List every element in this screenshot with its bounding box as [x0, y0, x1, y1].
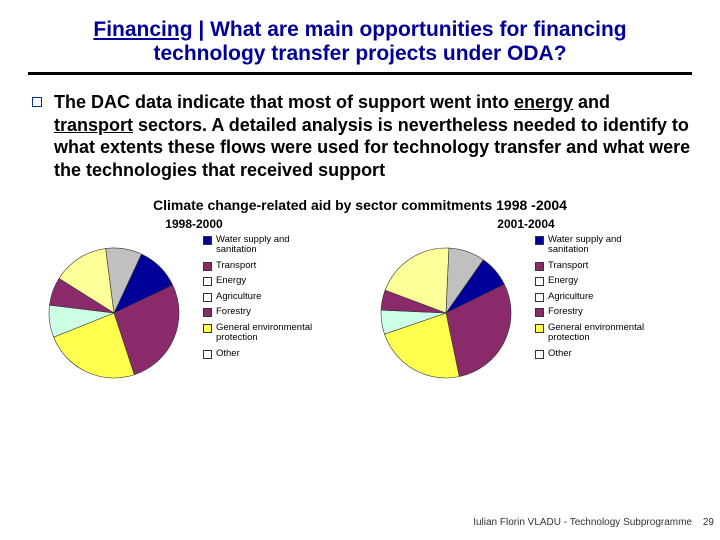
legend-label: Energy	[216, 276, 246, 286]
legend-1: Water supply and sanitation Transport Ener…	[535, 235, 658, 364]
legend-label: Water supply and sanitation	[216, 235, 326, 256]
legend-label: General environmental protection	[548, 323, 658, 344]
legend-swatch	[535, 308, 544, 317]
legend-row: Transport	[535, 261, 658, 271]
footer-credit: Iulian Florin VLADU - Technology Subprog…	[473, 517, 692, 528]
legend-row: Energy	[203, 276, 326, 286]
legend-0: Water supply and sanitation Transport Ener…	[203, 235, 326, 364]
pie-svg-0	[29, 235, 199, 385]
legend-label: Transport	[548, 261, 588, 271]
legend-swatch	[535, 350, 544, 359]
legend-swatch	[203, 293, 212, 302]
title-block: Financing | What are main opportunities …	[52, 18, 668, 66]
legend-label: Energy	[548, 276, 578, 286]
pie-1	[361, 235, 531, 385]
legend-row: Water supply and sanitation	[203, 235, 326, 256]
legend-label: Other	[548, 349, 572, 359]
bullet-row: The DAC data indicate that most of suppo…	[32, 91, 692, 181]
bullet-em: transport	[54, 115, 133, 135]
legend-swatch	[203, 350, 212, 359]
legend-label: Water supply and sanitation	[548, 235, 658, 256]
legend-label: Forestry	[216, 307, 251, 317]
pie-0	[29, 235, 199, 385]
charts-header: Climate change-related aid by sector com…	[28, 197, 692, 213]
bullet-em: energy	[514, 92, 573, 112]
chart-block-1: 2001-2004 Water supply and sanitation Tra…	[361, 217, 691, 385]
chart-body-0: Water supply and sanitation Transport Ener…	[29, 235, 359, 385]
legend-swatch	[535, 262, 544, 271]
legend-swatch	[535, 236, 544, 245]
bullet-span: The DAC data indicate that most of suppo…	[54, 92, 514, 112]
title-main: Financing	[93, 18, 192, 41]
bullet-marker	[32, 97, 42, 107]
legend-row: Other	[535, 349, 658, 359]
bullet-span: and	[573, 92, 610, 112]
legend-swatch	[535, 324, 544, 333]
title-sub: What are main opportunities for financin…	[153, 18, 626, 65]
legend-row: Other	[203, 349, 326, 359]
chart-body-1: Water supply and sanitation Transport Ener…	[361, 235, 691, 385]
title-separator: |	[193, 18, 211, 41]
legend-row: Forestry	[535, 307, 658, 317]
legend-label: Transport	[216, 261, 256, 271]
page-number: 29	[703, 517, 714, 528]
legend-row: Agriculture	[535, 292, 658, 302]
bullet-span: sectors. A detailed analysis is neverthe…	[54, 115, 690, 180]
chart-period-0: 1998-2000	[29, 217, 359, 231]
legend-swatch	[535, 277, 544, 286]
title-rule	[28, 72, 692, 75]
legend-row: Agriculture	[203, 292, 326, 302]
bullet-text: The DAC data indicate that most of suppo…	[54, 91, 692, 181]
legend-row: Forestry	[203, 307, 326, 317]
slide: Financing | What are main opportunities …	[0, 0, 720, 540]
legend-swatch	[203, 324, 212, 333]
legend-row: General environmental protection	[535, 323, 658, 344]
legend-swatch	[203, 277, 212, 286]
legend-label: Agriculture	[548, 292, 593, 302]
legend-row: Transport	[203, 261, 326, 271]
legend-swatch	[203, 236, 212, 245]
pie-svg-1	[361, 235, 531, 385]
legend-row: General environmental protection	[203, 323, 326, 344]
legend-label: Forestry	[548, 307, 583, 317]
legend-swatch	[535, 293, 544, 302]
legend-swatch	[203, 308, 212, 317]
chart-block-0: 1998-2000 Water supply and sanitation Tra…	[29, 217, 359, 385]
legend-label: Other	[216, 349, 240, 359]
chart-period-1: 2001-2004	[361, 217, 691, 231]
legend-label: Agriculture	[216, 292, 261, 302]
charts-row: 1998-2000 Water supply and sanitation Tra…	[28, 217, 692, 385]
legend-row: Energy	[535, 276, 658, 286]
legend-row: Water supply and sanitation	[535, 235, 658, 256]
legend-swatch	[203, 262, 212, 271]
legend-label: General environmental protection	[216, 323, 326, 344]
